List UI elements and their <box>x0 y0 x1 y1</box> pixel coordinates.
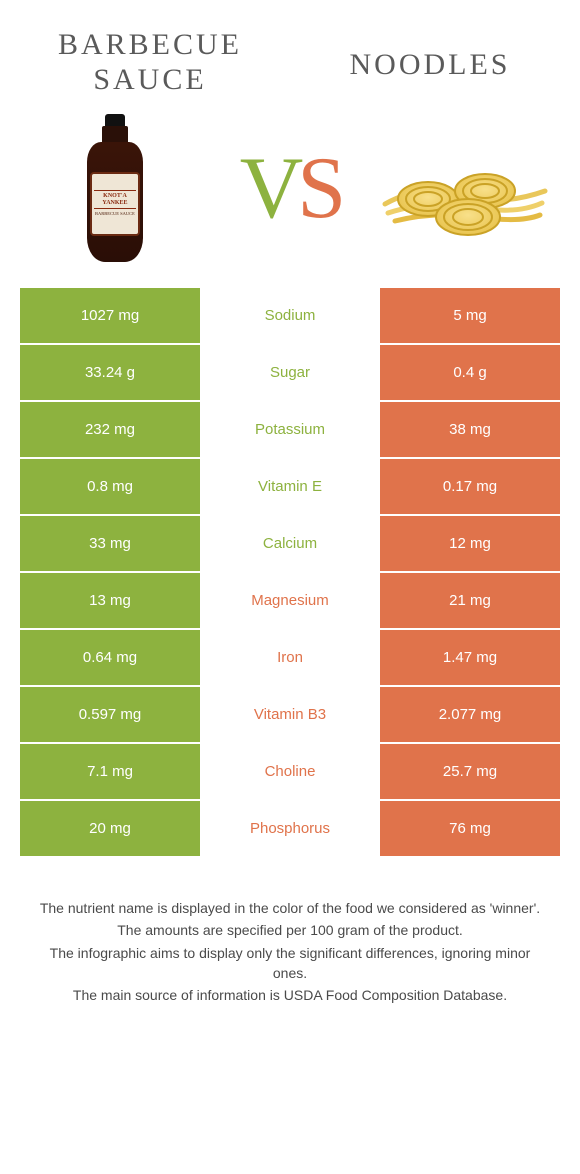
table-row: 232 mgPotassium38 mg <box>20 402 560 457</box>
left-value: 232 mg <box>20 402 200 457</box>
footer-notes: The nutrient name is displayed in the co… <box>0 858 580 1005</box>
bottle-sub: BARBECUE SAUCE <box>95 209 135 217</box>
right-value: 1.47 mg <box>380 630 560 685</box>
left-value: 13 mg <box>20 573 200 628</box>
nutrient-name: Vitamin E <box>200 459 380 514</box>
right-value: 5 mg <box>380 288 560 343</box>
table-row: 0.64 mgIron1.47 mg <box>20 630 560 685</box>
nutrient-name: Calcium <box>200 516 380 571</box>
left-value: 0.64 mg <box>20 630 200 685</box>
vs-label: V S <box>240 145 341 233</box>
nutrient-name: Magnesium <box>200 573 380 628</box>
titles: Barbecue sauce Noodles <box>0 0 580 107</box>
hero-row: KNOT'A YANKEE BARBECUE SAUCE V S <box>0 107 580 288</box>
nutrient-name: Potassium <box>200 402 380 457</box>
bbq-bottle-icon: KNOT'A YANKEE BARBECUE SAUCE <box>86 114 144 264</box>
table-row: 0.597 mgVitamin B32.077 mg <box>20 687 560 742</box>
nutrient-name: Choline <box>200 744 380 799</box>
noodles-icon <box>380 129 550 249</box>
right-value: 38 mg <box>380 402 560 457</box>
right-value: 21 mg <box>380 573 560 628</box>
table-row: 33 mgCalcium12 mg <box>20 516 560 571</box>
table-row: 7.1 mgCholine25.7 mg <box>20 744 560 799</box>
right-value: 76 mg <box>380 801 560 856</box>
left-value: 20 mg <box>20 801 200 856</box>
food-right-title: Noodles <box>320 28 540 83</box>
note-line: The amounts are specified per 100 gram o… <box>34 920 546 940</box>
nutrient-name: Vitamin B3 <box>200 687 380 742</box>
nutrient-name: Phosphorus <box>200 801 380 856</box>
left-value: 1027 mg <box>20 288 200 343</box>
vs-v: V <box>240 145 298 233</box>
vs-s: S <box>297 145 340 233</box>
food-left-title: Barbecue sauce <box>40 28 260 97</box>
table-row: 1027 mgSodium5 mg <box>20 288 560 343</box>
comparison-table: 1027 mgSodium5 mg33.24 gSugar0.4 g232 mg… <box>20 288 560 856</box>
nutrient-name: Sodium <box>200 288 380 343</box>
table-row: 13 mgMagnesium21 mg <box>20 573 560 628</box>
note-line: The infographic aims to display only the… <box>34 943 546 984</box>
right-value: 0.17 mg <box>380 459 560 514</box>
nutrient-name: Sugar <box>200 345 380 400</box>
left-value: 0.8 mg <box>20 459 200 514</box>
nutrient-name: Iron <box>200 630 380 685</box>
note-line: The nutrient name is displayed in the co… <box>34 898 546 918</box>
left-value: 33 mg <box>20 516 200 571</box>
right-value: 2.077 mg <box>380 687 560 742</box>
left-value: 0.597 mg <box>20 687 200 742</box>
bottle-brand: KNOT'A YANKEE <box>94 190 135 209</box>
table-row: 0.8 mgVitamin E0.17 mg <box>20 459 560 514</box>
right-value: 25.7 mg <box>380 744 560 799</box>
food-left-image: KNOT'A YANKEE BARBECUE SAUCE <box>30 111 200 266</box>
note-line: The main source of information is USDA F… <box>34 985 546 1005</box>
left-value: 7.1 mg <box>20 744 200 799</box>
table-row: 20 mgPhosphorus76 mg <box>20 801 560 856</box>
food-right-image <box>380 111 550 266</box>
right-value: 12 mg <box>380 516 560 571</box>
left-value: 33.24 g <box>20 345 200 400</box>
table-row: 33.24 gSugar0.4 g <box>20 345 560 400</box>
right-value: 0.4 g <box>380 345 560 400</box>
